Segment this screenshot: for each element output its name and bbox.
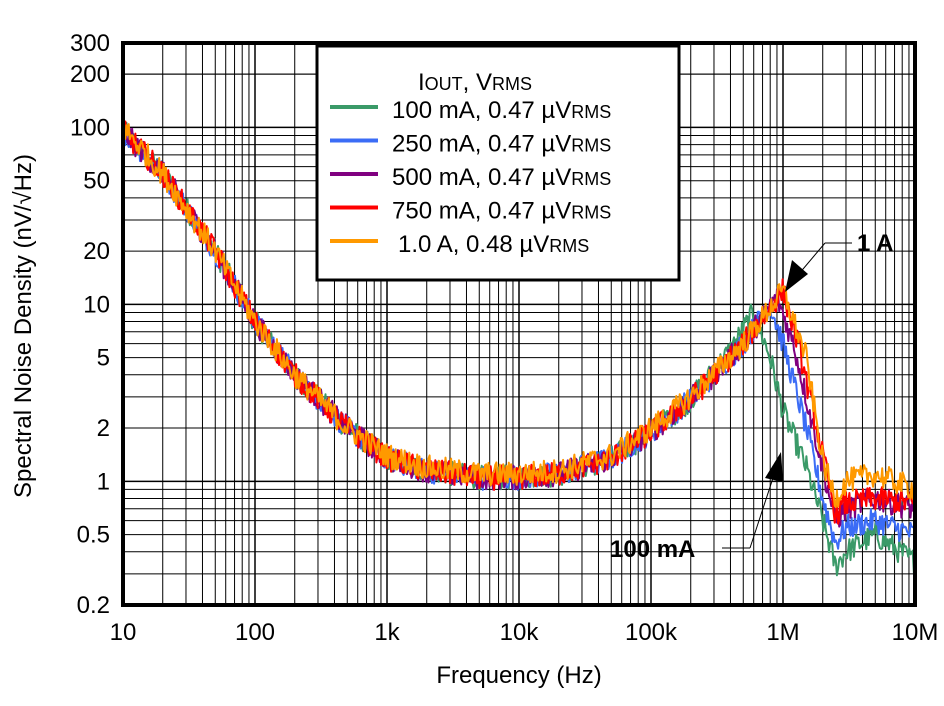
annotation-1a-arrow xyxy=(785,260,808,292)
x-tick-label: 100k xyxy=(625,619,678,646)
x-tick-label: 1M xyxy=(766,619,799,646)
legend-entry-0: 100 mA, 0.47 µVRMS xyxy=(392,97,611,124)
y-tick-label: 100 xyxy=(70,114,110,141)
x-tick-label: 10 xyxy=(110,619,137,646)
y-tick-label: 200 xyxy=(70,61,110,88)
annotation-1a-label: 1 A xyxy=(857,230,893,257)
y-tick-label: 300 xyxy=(70,30,110,57)
x-axis-label: Frequency (Hz) xyxy=(436,662,601,689)
legend: IOUT, VRMS 100 mA, 0.47 µVRMS 250 mA, 0.4… xyxy=(315,44,681,282)
legend-entry-3: 750 mA, 0.47 µVRMS xyxy=(392,198,611,225)
y-tick-label: 0.2 xyxy=(77,592,110,619)
annotations: 1 A 100 mA xyxy=(610,230,893,563)
annotation-100ma-leader xyxy=(749,477,774,549)
legend-entry-1: 250 mA, 0.47 µVRMS xyxy=(392,131,611,158)
y-tick-label: 20 xyxy=(83,238,110,265)
y-tick-label: 0.5 xyxy=(77,522,110,549)
y-axis-label: Spectral Noise Density (nV/√Hz) xyxy=(10,154,37,498)
legend-entry-2: 500 mA, 0.47 µVRMS xyxy=(392,164,611,191)
legend-title: IOUT, VRMS xyxy=(418,69,532,96)
annotation-100ma-arrow xyxy=(765,452,783,482)
y-tick-label: 5 xyxy=(97,345,110,372)
legend-entry-4: 1.0 A, 0.48 µVRMS xyxy=(398,231,589,258)
y-tick-label: 10 xyxy=(83,291,110,318)
x-tick-label: 10M xyxy=(892,619,939,646)
x-tick-label: 1k xyxy=(374,619,400,646)
series-line-4 xyxy=(122,123,916,509)
y-tick-label: 2 xyxy=(97,415,110,442)
tick-labels: 10 100 1k 10k 100k 1M 10M 300 200 100 50 20 10 5 2 1 0.5… xyxy=(70,30,938,646)
annotation-100ma-label: 100 mA xyxy=(610,536,695,563)
x-tick-label: 10k xyxy=(500,619,540,646)
y-tick-label: 50 xyxy=(83,168,110,195)
x-tick-label: 100 xyxy=(235,619,275,646)
y-tick-label: 1 xyxy=(97,468,110,495)
plot-frame xyxy=(121,41,917,607)
series-group xyxy=(122,120,916,577)
